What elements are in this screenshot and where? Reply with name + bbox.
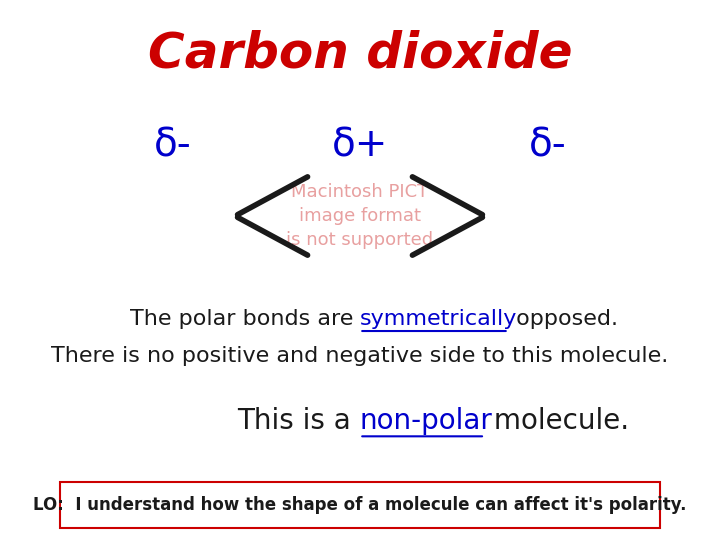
Text: molecule.: molecule. <box>485 407 629 435</box>
Text: is not supported: is not supported <box>287 231 433 249</box>
Text: δ+: δ+ <box>332 127 388 165</box>
Text: δ-: δ- <box>154 127 192 165</box>
FancyBboxPatch shape <box>60 482 660 528</box>
Text: The polar bonds are: The polar bonds are <box>130 308 360 329</box>
Text: Macintosh PICT: Macintosh PICT <box>292 183 428 201</box>
Text: δ-: δ- <box>528 127 566 165</box>
Text: opposed.: opposed. <box>508 308 618 329</box>
Text: non-polar: non-polar <box>360 407 493 435</box>
Text: Carbon dioxide: Carbon dioxide <box>148 30 572 78</box>
Text: image format: image format <box>299 207 421 225</box>
Text: symmetrically: symmetrically <box>360 308 518 329</box>
Text: LO:  I understand how the shape of a molecule can affect it's polarity.: LO: I understand how the shape of a mole… <box>33 496 687 514</box>
Text: There is no positive and negative side to this molecule.: There is no positive and negative side t… <box>51 346 669 367</box>
Text: This is a: This is a <box>238 407 360 435</box>
